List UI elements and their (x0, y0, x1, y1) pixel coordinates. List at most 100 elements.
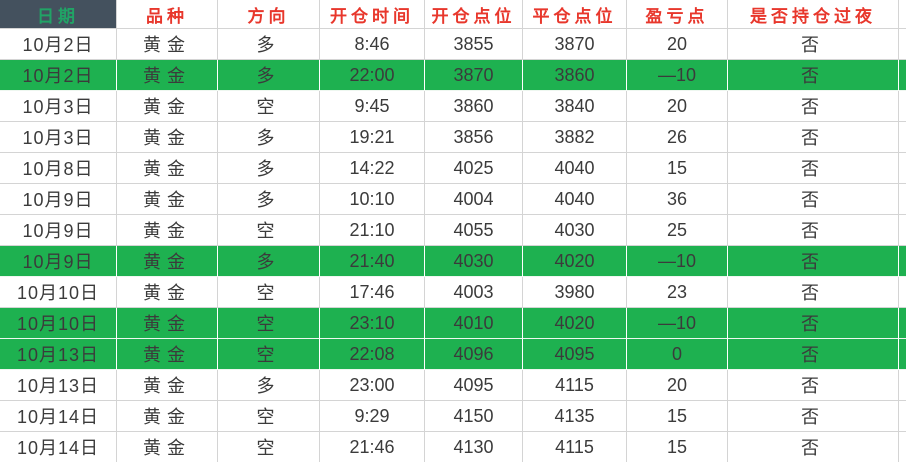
cell-date[interactable]: 10月2日 (0, 60, 117, 91)
cell-close-price[interactable]: 3882 (523, 122, 627, 153)
cell-open-time[interactable]: 17:46 (320, 277, 425, 308)
col-header-pnl-points[interactable]: 盈亏点 (627, 0, 728, 29)
cell-close-price[interactable]: 4040 (523, 153, 627, 184)
cell-open-price[interactable]: 4003 (425, 277, 523, 308)
cell-open-time[interactable]: 9:45 (320, 91, 425, 122)
cell-close-price[interactable]: 3860 (523, 60, 627, 91)
cell-open-time[interactable]: 21:46 (320, 432, 425, 462)
cell-direction[interactable]: 空 (218, 91, 320, 122)
cell-close-price[interactable]: 4135 (523, 401, 627, 432)
cell-variety[interactable]: 黄金 (117, 184, 218, 215)
cell-date[interactable]: 10月9日 (0, 184, 117, 215)
cell-open-time[interactable]: 22:00 (320, 60, 425, 91)
cell-date[interactable]: 10月14日 (0, 432, 117, 462)
col-header-close-price[interactable]: 平仓点位 (523, 0, 627, 29)
cell-close-price[interactable]: 3870 (523, 29, 627, 60)
col-header-date[interactable]: 日期 (0, 0, 117, 29)
cell-direction[interactable]: 空 (218, 215, 320, 246)
cell-variety[interactable]: 黄金 (117, 432, 218, 462)
cell-open-time[interactable]: 8:46 (320, 29, 425, 60)
cell-pnl-points[interactable]: 23 (627, 277, 728, 308)
cell-variety[interactable]: 黄金 (117, 277, 218, 308)
cell-pnl-points[interactable]: 15 (627, 432, 728, 462)
cell-date[interactable]: 10月10日 (0, 277, 117, 308)
cell-hold-overnight[interactable]: 否 (728, 308, 899, 339)
cell-date[interactable]: 10月3日 (0, 91, 117, 122)
cell-pnl-points[interactable]: 20 (627, 29, 728, 60)
cell-open-price[interactable]: 4025 (425, 153, 523, 184)
cell-hold-overnight[interactable]: 否 (728, 277, 899, 308)
cell-pnl-points[interactable]: —10 (627, 246, 728, 277)
cell-variety[interactable]: 黄金 (117, 401, 218, 432)
cell-close-price[interactable]: 4115 (523, 432, 627, 462)
cell-hold-overnight[interactable]: 否 (728, 339, 899, 370)
cell-open-price[interactable]: 4010 (425, 308, 523, 339)
col-header-open-time[interactable]: 开仓时间 (320, 0, 425, 29)
cell-date[interactable]: 10月13日 (0, 370, 117, 401)
cell-open-price[interactable]: 4130 (425, 432, 523, 462)
cell-close-price[interactable]: 4030 (523, 215, 627, 246)
cell-pnl-points[interactable]: —10 (627, 60, 728, 91)
cell-pnl-points[interactable]: 15 (627, 153, 728, 184)
cell-direction[interactable]: 多 (218, 184, 320, 215)
cell-hold-overnight[interactable]: 否 (728, 401, 899, 432)
cell-direction[interactable]: 空 (218, 277, 320, 308)
cell-open-price[interactable]: 3860 (425, 91, 523, 122)
cell-open-price[interactable]: 4150 (425, 401, 523, 432)
cell-open-price[interactable]: 3855 (425, 29, 523, 60)
cell-variety[interactable]: 黄金 (117, 246, 218, 277)
cell-date[interactable]: 10月3日 (0, 122, 117, 153)
cell-direction[interactable]: 多 (218, 370, 320, 401)
cell-variety[interactable]: 黄金 (117, 153, 218, 184)
cell-open-price[interactable]: 4055 (425, 215, 523, 246)
cell-hold-overnight[interactable]: 否 (728, 215, 899, 246)
cell-close-price[interactable]: 4095 (523, 339, 627, 370)
cell-open-price[interactable]: 3856 (425, 122, 523, 153)
cell-direction[interactable]: 空 (218, 308, 320, 339)
cell-variety[interactable]: 黄金 (117, 215, 218, 246)
cell-open-time[interactable]: 21:10 (320, 215, 425, 246)
cell-pnl-points[interactable]: 26 (627, 122, 728, 153)
cell-direction[interactable]: 多 (218, 153, 320, 184)
cell-direction[interactable]: 空 (218, 401, 320, 432)
cell-open-time[interactable]: 10:10 (320, 184, 425, 215)
cell-direction[interactable]: 空 (218, 432, 320, 462)
col-header-open-price[interactable]: 开仓点位 (425, 0, 523, 29)
cell-hold-overnight[interactable]: 否 (728, 29, 899, 60)
cell-open-price[interactable]: 4095 (425, 370, 523, 401)
cell-pnl-points[interactable]: 0 (627, 339, 728, 370)
cell-direction[interactable]: 多 (218, 122, 320, 153)
cell-open-time[interactable]: 19:21 (320, 122, 425, 153)
cell-close-price[interactable]: 4020 (523, 308, 627, 339)
cell-hold-overnight[interactable]: 否 (728, 153, 899, 184)
cell-variety[interactable]: 黄金 (117, 308, 218, 339)
cell-pnl-points[interactable]: 20 (627, 370, 728, 401)
cell-close-price[interactable]: 3980 (523, 277, 627, 308)
cell-open-time[interactable]: 22:08 (320, 339, 425, 370)
cell-close-price[interactable]: 4020 (523, 246, 627, 277)
cell-hold-overnight[interactable]: 否 (728, 370, 899, 401)
cell-hold-overnight[interactable]: 否 (728, 246, 899, 277)
cell-hold-overnight[interactable]: 否 (728, 91, 899, 122)
cell-open-price[interactable]: 4030 (425, 246, 523, 277)
cell-hold-overnight[interactable]: 否 (728, 122, 899, 153)
col-header-hold-overnight[interactable]: 是否持仓过夜 (728, 0, 899, 29)
cell-variety[interactable]: 黄金 (117, 29, 218, 60)
cell-pnl-points[interactable]: 20 (627, 91, 728, 122)
cell-direction[interactable]: 多 (218, 29, 320, 60)
cell-hold-overnight[interactable]: 否 (728, 184, 899, 215)
col-header-variety[interactable]: 品种 (117, 0, 218, 29)
cell-variety[interactable]: 黄金 (117, 339, 218, 370)
cell-open-price[interactable]: 4004 (425, 184, 523, 215)
cell-pnl-points[interactable]: 15 (627, 401, 728, 432)
cell-hold-overnight[interactable]: 否 (728, 432, 899, 462)
cell-direction[interactable]: 空 (218, 339, 320, 370)
cell-pnl-points[interactable]: 25 (627, 215, 728, 246)
cell-open-time[interactable]: 21:40 (320, 246, 425, 277)
cell-close-price[interactable]: 3840 (523, 91, 627, 122)
cell-direction[interactable]: 多 (218, 246, 320, 277)
cell-open-time[interactable]: 9:29 (320, 401, 425, 432)
cell-close-price[interactable]: 4115 (523, 370, 627, 401)
cell-date[interactable]: 10月13日 (0, 339, 117, 370)
cell-date[interactable]: 10月10日 (0, 308, 117, 339)
